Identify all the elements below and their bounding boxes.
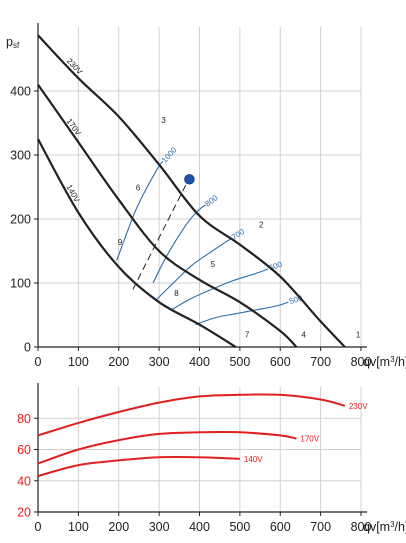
point-number-label: 9 [118,238,123,247]
x-tick-label: 500 [229,355,250,369]
fan-curve-170V [37,83,298,348]
dashed-operating-line [132,181,188,290]
fan-curve-140V [37,138,237,348]
x-axis-label: qv[m3/h] [363,355,406,369]
system-curve-1000 [116,160,164,261]
power-curve-140V [37,456,240,478]
point-number-label: 3 [161,116,166,125]
x-tick-label: 200 [108,355,129,369]
x-tick-label: 800 [351,355,372,369]
power-curve-label: 170V [300,435,319,444]
power-curve-230V [37,393,346,437]
operating-point-marker [184,174,195,185]
x-tick-label: 400 [189,520,210,534]
y-tick-label: 0 [24,341,31,355]
x-axis-label: qv[m3/h] [363,520,406,534]
point-number-label: 5 [211,260,216,269]
system-curve-label: 600 [268,260,284,273]
system-curve-label: 800 [203,193,220,209]
x-tick-label: 400 [189,355,210,369]
x-tick-label: 700 [310,520,331,534]
point-number-label: 1 [356,331,361,340]
power-y-tick-label: 80 [17,412,31,426]
y-tick-label: 100 [10,277,31,291]
y-tick-label: 300 [10,149,31,163]
x-tick-label: 700 [310,355,331,369]
power-curve-label: 230V [349,402,368,411]
power-y-tick-label: 20 [17,506,31,520]
x-tick-label: 0 [35,355,42,369]
x-tick-label: 100 [68,520,89,534]
system-curve-800 [152,204,206,284]
x-tick-label: 800 [351,520,372,534]
y-axis-label: psf [6,35,20,50]
point-number-label: 7 [245,331,250,340]
power-y-tick-label: 40 [17,474,31,488]
point-number-label: 6 [136,183,141,192]
x-tick-label: 600 [270,520,291,534]
system-curve-700 [156,237,233,300]
point-number-label: 2 [259,221,264,230]
x-tick-label: 0 [35,520,42,534]
power-y-tick-label: 60 [17,443,31,457]
system-curve-500 [195,301,289,326]
x-tick-label: 600 [270,355,291,369]
power-curve-170V [37,431,297,465]
x-tick-label: 300 [149,520,170,534]
y-tick-label: 200 [10,213,31,227]
y-tick-label: 400 [10,85,31,99]
fan-curve-230V [37,34,346,348]
system-curve-600 [170,268,269,311]
x-tick-label: 500 [229,520,250,534]
x-tick-label: 100 [68,355,89,369]
x-tick-label: 300 [149,355,170,369]
point-number-label: 4 [301,331,306,340]
x-tick-label: 200 [108,520,129,534]
power-curve-label: 140V [244,455,263,464]
pressure-chart-panel: 0100200300400500600700800qv[m3/h]psf0100… [6,23,406,369]
point-number-label: 8 [174,289,179,298]
